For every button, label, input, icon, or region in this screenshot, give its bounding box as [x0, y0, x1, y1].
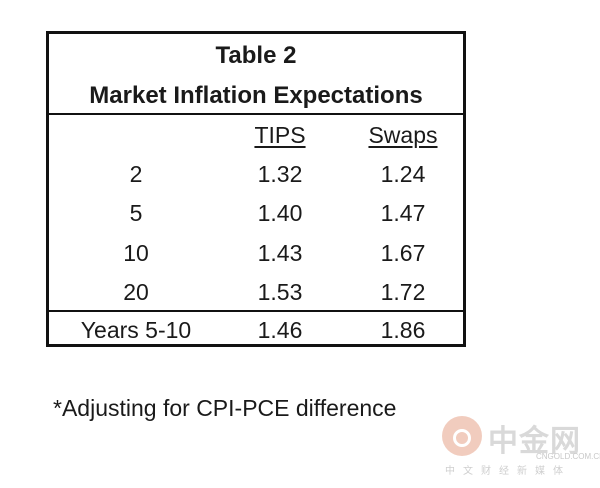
watermark-name: 中金网 — [488, 425, 581, 458]
logo-mark-icon — [442, 416, 482, 456]
footnote: *Adjusting for CPI-PCE difference — [53, 395, 397, 421]
row-label: 10 — [123, 240, 149, 266]
watermark-logo: 中金网 CNGOLD.COM.CN 中文财经新媒体 — [442, 414, 600, 478]
watermark-slogan: 中文财经新媒体 — [445, 466, 571, 477]
swaps-value: 1.24 — [380, 161, 426, 187]
tips-value: 1.40 — [257, 200, 303, 226]
tips-value: 1.43 — [257, 240, 303, 266]
column-header-tips: TIPS — [254, 122, 306, 148]
table-title-block: Table 2 Market Inflation Expectations — [49, 34, 463, 115]
tips-value: 1.53 — [257, 279, 303, 305]
summary-swaps-value: 1.86 — [380, 317, 426, 343]
swaps-value: 1.47 — [380, 200, 426, 226]
watermark-domain: CNGOLD.COM.CN — [536, 452, 600, 461]
row-label: 20 — [123, 279, 149, 305]
inflation-table: Table 2 Market Inflation Expectations TI… — [46, 31, 466, 347]
summary-divider — [49, 310, 463, 312]
swaps-value: 1.72 — [380, 279, 426, 305]
table-subtitle: Market Inflation Expectations — [89, 82, 423, 109]
column-header-swaps: Swaps — [368, 122, 438, 148]
summary-tips-value: 1.46 — [257, 317, 303, 343]
swaps-value: 1.67 — [380, 240, 426, 266]
table-title: Table 2 — [215, 42, 297, 69]
row-label: 2 — [129, 161, 143, 187]
summary-row-label: Years 5-10 — [80, 317, 192, 343]
tips-value: 1.32 — [257, 161, 303, 187]
row-label: 5 — [129, 200, 143, 226]
